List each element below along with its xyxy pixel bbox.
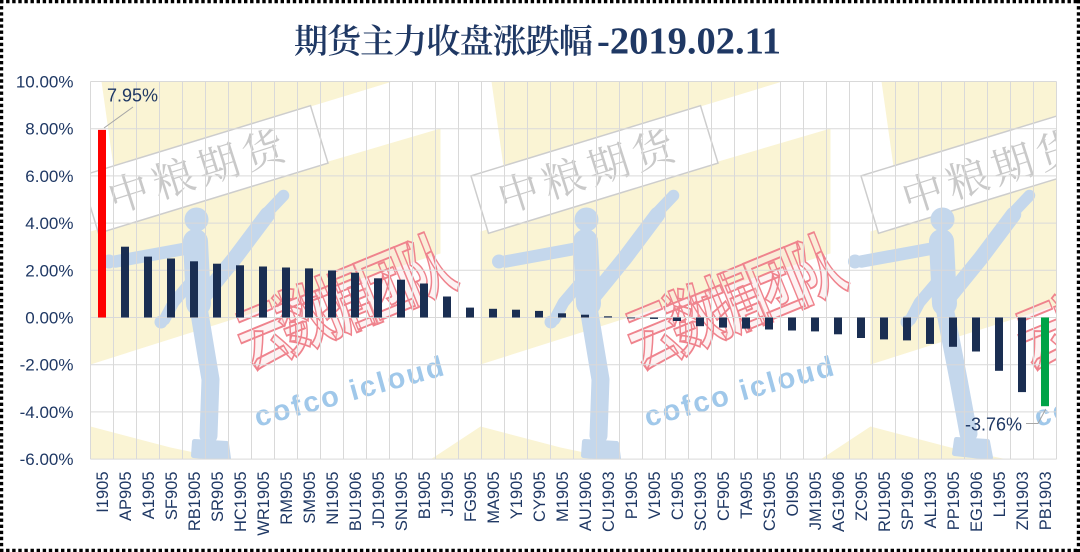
svg-text:RB1905: RB1905 — [186, 472, 204, 532]
svg-text:I1905: I1905 — [94, 472, 112, 513]
svg-text:PP1905: PP1905 — [945, 472, 963, 531]
svg-text:FG905: FG905 — [462, 472, 480, 522]
svg-text:CU1903: CU1903 — [600, 472, 618, 533]
svg-text:AP905: AP905 — [117, 472, 135, 522]
svg-text:NI1905: NI1905 — [324, 472, 342, 525]
svg-text:CS1905: CS1905 — [761, 472, 779, 532]
svg-text:6.00%: 6.00% — [25, 167, 73, 186]
svg-text:SP1906: SP1906 — [899, 472, 917, 531]
svg-text:C1905: C1905 — [669, 472, 687, 521]
svg-text:V1905: V1905 — [646, 472, 664, 520]
svg-text:BU1906: BU1906 — [347, 472, 365, 532]
svg-text:SF905: SF905 — [163, 472, 181, 521]
svg-text:0.00%: 0.00% — [25, 309, 73, 328]
svg-text:SN1905: SN1905 — [393, 472, 411, 532]
svg-text:EG1906: EG1906 — [968, 472, 986, 533]
svg-text:J1905: J1905 — [439, 472, 457, 517]
svg-text:2.00%: 2.00% — [25, 261, 73, 280]
svg-text:WR1905: WR1905 — [255, 472, 273, 536]
svg-text:AG1906: AG1906 — [830, 472, 848, 533]
svg-text:SC1903: SC1903 — [692, 472, 710, 532]
svg-text:HC1905: HC1905 — [232, 472, 250, 533]
svg-text:-3.76%: -3.76% — [965, 415, 1022, 435]
svg-text:8.00%: 8.00% — [25, 120, 73, 139]
svg-text:RM905: RM905 — [278, 472, 296, 525]
svg-text:CY905: CY905 — [531, 472, 549, 522]
svg-text:Y1905: Y1905 — [508, 472, 526, 520]
svg-text:L1905: L1905 — [991, 472, 1009, 518]
svg-text:4.00%: 4.00% — [25, 214, 73, 233]
svg-text:AU1906: AU1906 — [577, 472, 595, 532]
svg-text:AL1903: AL1903 — [922, 472, 940, 529]
svg-text:-4.00%: -4.00% — [20, 403, 74, 422]
svg-text:OI905: OI905 — [784, 472, 802, 517]
svg-text:A1905: A1905 — [140, 472, 158, 520]
svg-text:-6.00%: -6.00% — [20, 450, 74, 469]
svg-text:ZN1903: ZN1903 — [1014, 472, 1032, 531]
svg-text:JM1905: JM1905 — [807, 472, 825, 531]
svg-text:SR905: SR905 — [209, 472, 227, 522]
svg-text:M1905: M1905 — [554, 472, 572, 522]
svg-text:P1905: P1905 — [623, 472, 641, 520]
svg-text:7.95%: 7.95% — [107, 86, 158, 106]
svg-text:PB1903: PB1903 — [1037, 472, 1055, 531]
svg-text:CF905: CF905 — [715, 472, 733, 522]
svg-text:-2019.02.11: -2019.02.11 — [597, 21, 781, 63]
svg-text:TA905: TA905 — [738, 472, 756, 519]
svg-text:RU1905: RU1905 — [876, 472, 894, 533]
svg-text:-2.00%: -2.00% — [20, 356, 74, 375]
svg-text:ZC905: ZC905 — [853, 472, 871, 522]
svg-text:JD1905: JD1905 — [370, 472, 388, 529]
svg-text:SM905: SM905 — [301, 472, 319, 524]
svg-text:B1905: B1905 — [416, 472, 434, 520]
svg-text:10.00%: 10.00% — [16, 73, 74, 92]
svg-text:MA905: MA905 — [485, 472, 503, 524]
